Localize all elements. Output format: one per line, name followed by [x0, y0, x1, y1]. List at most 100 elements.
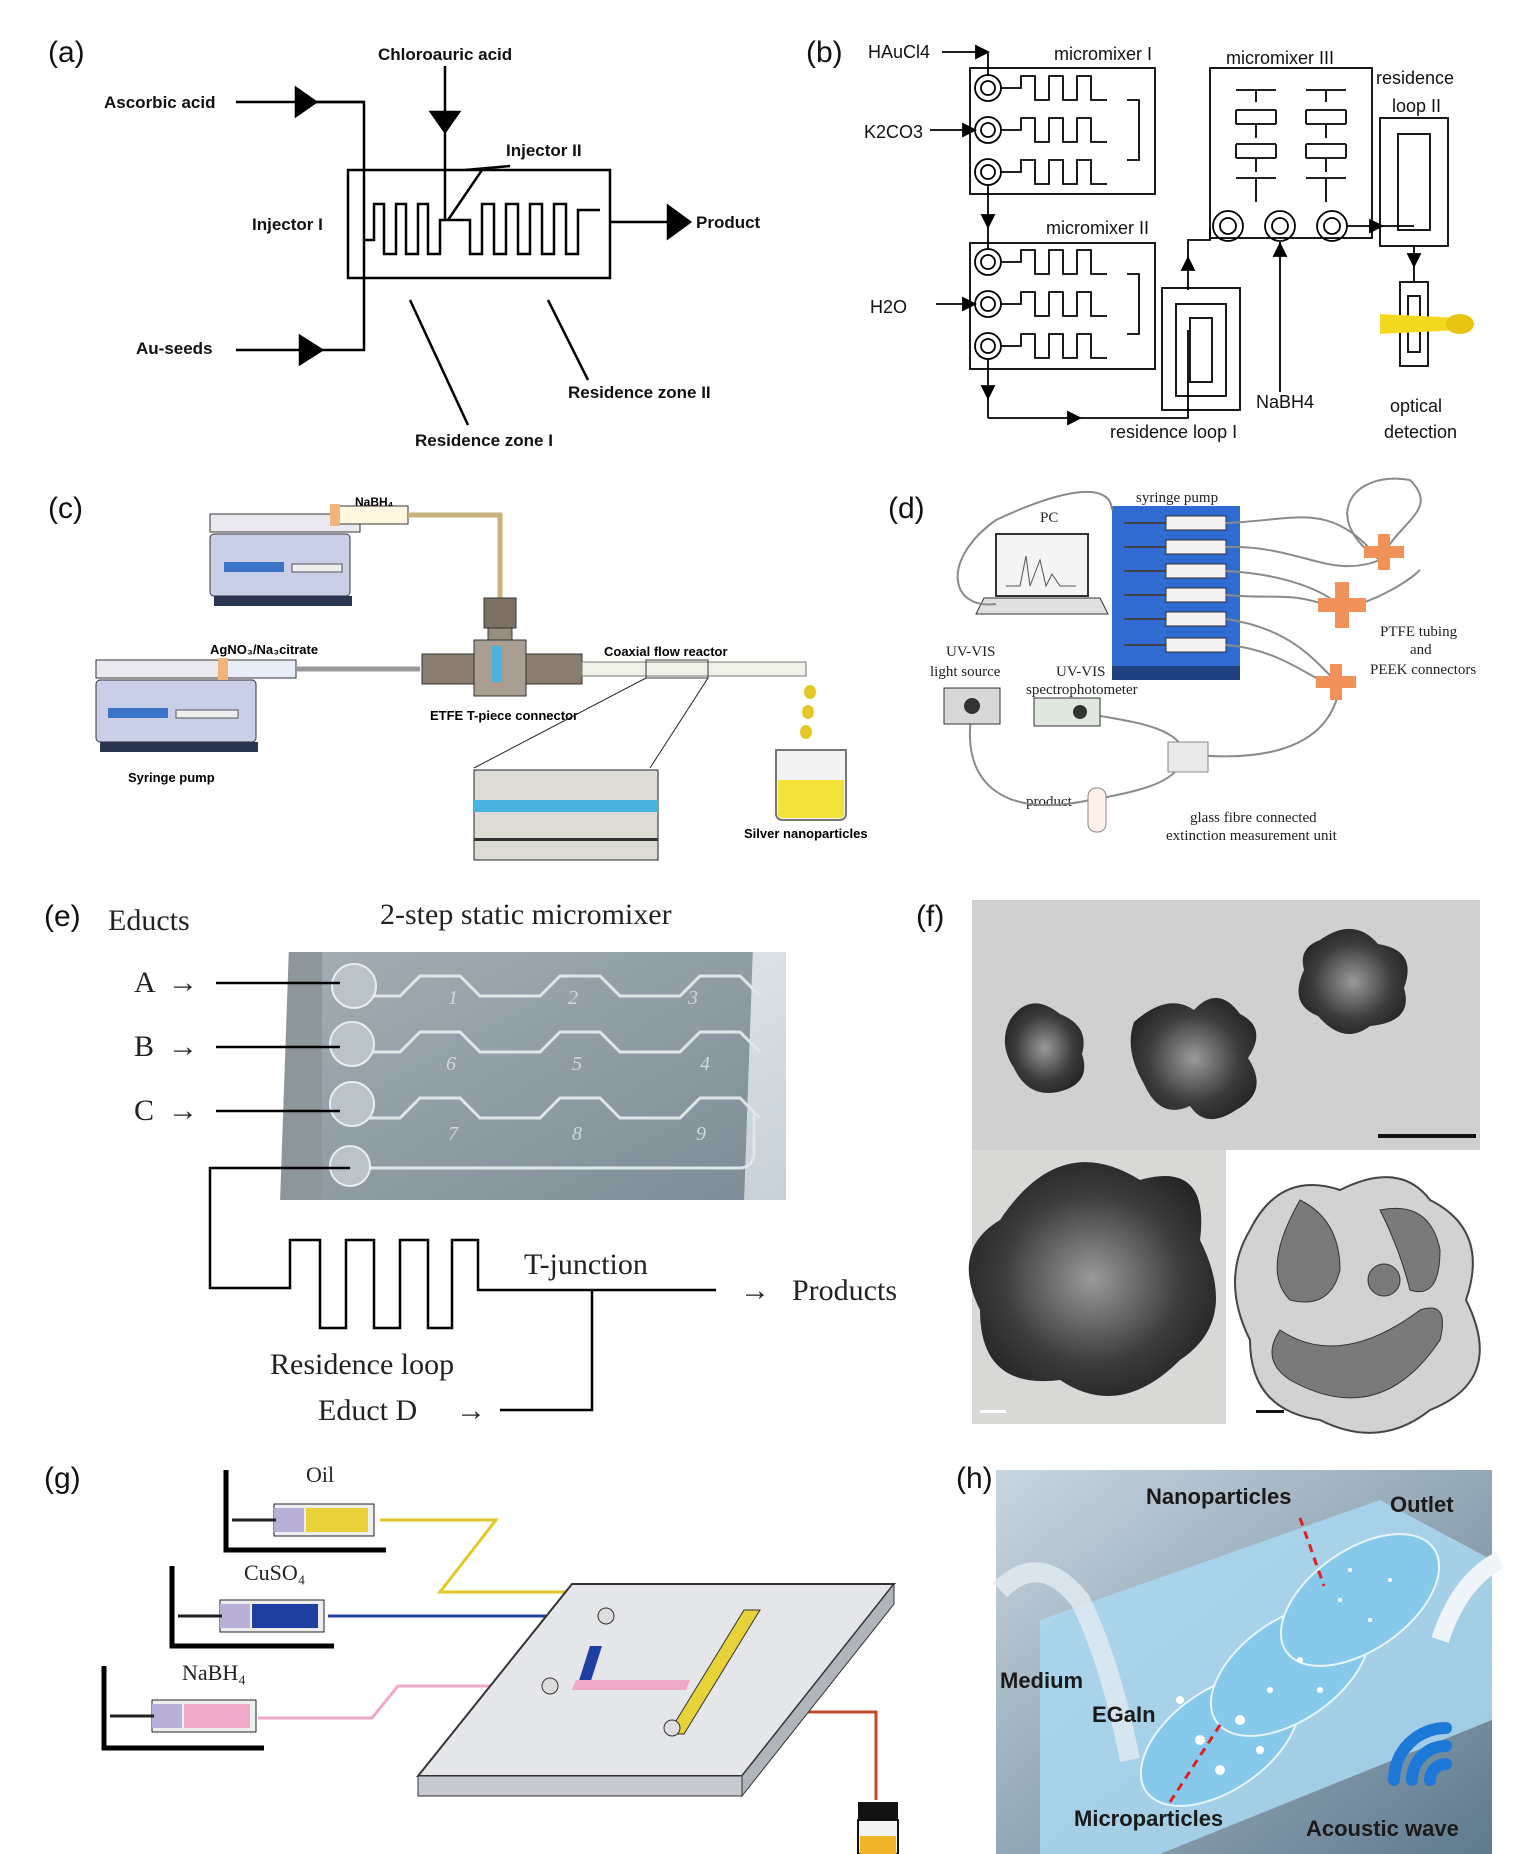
egain-label: EGaIn — [1092, 1702, 1156, 1727]
coaxial-label: Coaxial flow reactor — [604, 644, 728, 659]
educt-b-label: B — [134, 1030, 154, 1063]
oil-label: Oil — [306, 1462, 334, 1487]
panel-d-label: (d) — [888, 492, 925, 525]
arrow-educt-d: → — [456, 1394, 486, 1427]
optical-label: optical — [1390, 396, 1442, 416]
panel-f-label: (f) — [916, 900, 944, 933]
cuso4-label: CuSO₄ — [244, 1560, 305, 1585]
outlet-tube — [1431, 1551, 1505, 1643]
chip-num-5: 5 — [572, 1053, 582, 1075]
educts-label: Educts — [108, 904, 190, 937]
panel-c-label: (c) — [48, 492, 83, 525]
k2co3-label: K2CO3 — [864, 122, 923, 142]
panel-h-label: (h) — [956, 1462, 993, 1495]
spectrophotometer — [1033, 697, 1101, 727]
panel-c: (c) NaBH₄ AgNO₃/Na₃citrate Syringe pump … — [48, 492, 868, 861]
auseeds-label: Au-seeds — [136, 339, 213, 358]
panel-e-label: (e) — [44, 900, 81, 933]
detection-label: detection — [1384, 422, 1457, 442]
mm2-label: micromixer II — [1046, 218, 1149, 238]
loop2b-label: loop II — [1392, 96, 1441, 116]
ptfe-label-3: PEEK connectors — [1370, 662, 1476, 678]
loop2a-label: residence — [1376, 68, 1454, 88]
medium-label: Medium — [1000, 1668, 1083, 1693]
syringe-pump-bottom — [95, 658, 420, 752]
panel-e-lines — [208, 981, 716, 1412]
mm3-label: micromixer III — [1226, 48, 1334, 68]
panel-b-label: (b) — [806, 36, 843, 69]
ptfe-label-2: and — [1410, 642, 1432, 658]
arrow-a: → — [168, 966, 198, 999]
inlet-tube — [992, 1562, 1140, 1762]
product-label: Product — [696, 213, 761, 232]
syringe-pump-d-label: syringe pump — [1136, 490, 1218, 506]
arrow-b: → — [168, 1030, 198, 1063]
syringe-pump-c-label: Syringe pump — [128, 770, 215, 785]
coaxial-tube — [581, 661, 807, 677]
tem-particles — [1004, 928, 1408, 1120]
collection-vial-icon — [857, 1802, 899, 1854]
syringe-pump-d — [1112, 506, 1240, 680]
chip-chambers — [1139, 1533, 1441, 1807]
arrow-products: → — [740, 1274, 770, 1307]
products-label: Products — [792, 1274, 897, 1307]
pc-label: PC — [1040, 510, 1058, 526]
educt-a-label: A — [134, 966, 156, 999]
syringe-pump-top — [209, 504, 503, 606]
cuso4-syringe — [169, 1566, 334, 1649]
educt-c-label: C — [134, 1094, 154, 1127]
particles-dots — [1176, 1568, 1392, 1775]
residence-loop-label: Residence loop — [270, 1348, 454, 1381]
uvvis-light-a: UV-VIS — [946, 644, 995, 660]
injector2-label: Injector II — [506, 141, 582, 160]
glass-label-2: extinction measurement unit — [1166, 828, 1338, 844]
chloroauric-label: Chloroauric acid — [378, 45, 512, 64]
zone1-label: Residence zone I — [415, 431, 553, 450]
ptfe-connectors — [1316, 534, 1404, 700]
injector1-label: Injector I — [252, 215, 323, 234]
chip-num-3: 3 — [687, 987, 698, 1009]
detector-light-icon — [1380, 314, 1474, 334]
loop1-label: residence loop I — [1110, 422, 1237, 442]
acoustic-wave-icon — [1388, 1722, 1452, 1786]
silver-label: Silver nanoparticles — [744, 826, 868, 841]
nanoparticles-label: Nanoparticles — [1146, 1484, 1292, 1509]
uvvis-light-b: light source — [930, 664, 1001, 680]
educt-d-label: Educt D — [318, 1394, 417, 1427]
nabh4-b-label: NaBH4 — [1256, 392, 1314, 412]
uvvis-spectro-a: UV-VIS — [1056, 664, 1105, 680]
arrow-c: → — [168, 1094, 198, 1127]
tpiece-label: ETFE T-piece connector — [430, 708, 578, 723]
oil-syringe — [223, 1470, 386, 1553]
panel-e: (e) Educts 2-step static micromixer A B … — [44, 898, 897, 1427]
chip-num-2: 2 — [568, 987, 578, 1009]
tjunction-label: T-junction — [524, 1248, 648, 1281]
panel-b: (b) HAuCl4 K2CO3 H2O micromixer I microm… — [806, 36, 1474, 442]
mm1-label: micromixer I — [1054, 44, 1152, 64]
uvvis-spectro-b: spectrophotometer — [1026, 682, 1138, 698]
haucl4-label: HAuCl4 — [868, 42, 930, 62]
tpiece-connector — [421, 597, 583, 697]
uvvis-light-source — [943, 687, 1001, 725]
measurement-unit — [1167, 741, 1209, 773]
panel-g: (g) Oil CuSO₄ NaBH₄ — [44, 1462, 899, 1854]
chip-num-8: 8 — [572, 1123, 582, 1145]
coaxial-zoom-inset — [473, 769, 659, 861]
product-tube-icon — [1087, 787, 1107, 833]
glass-label-1: glass fibre connected — [1190, 810, 1317, 826]
chip-num-9: 9 — [696, 1123, 706, 1145]
panel-g-label: (g) — [44, 1462, 81, 1495]
micromixer-chip: 1 2 3 4 5 6 7 8 9 — [280, 952, 786, 1200]
agno3-label: AgNO₃/Na₃citrate — [210, 642, 318, 657]
ascorbic-label: Ascorbic acid — [104, 93, 216, 112]
outlet-label: Outlet — [1390, 1492, 1454, 1517]
micromixer-title: 2-step static micromixer — [380, 898, 672, 931]
nabh4-g-label: NaBH₄ — [182, 1660, 246, 1685]
nabh4-syringe — [101, 1666, 264, 1751]
zone2-label: Residence zone II — [568, 383, 711, 402]
pc-icon — [975, 533, 1109, 615]
panel-d: (d) PC syringe pump UV-VIS light source … — [888, 477, 1476, 844]
chip-num-4: 4 — [700, 1053, 710, 1075]
panel-f: (f) — [916, 900, 1481, 1434]
